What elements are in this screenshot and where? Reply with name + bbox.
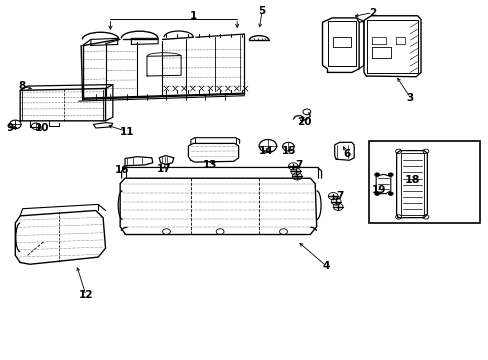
Text: 8: 8: [19, 81, 26, 91]
Text: 5: 5: [258, 6, 265, 17]
Bar: [368, 140, 479, 223]
Text: 16: 16: [114, 165, 129, 175]
Text: 6: 6: [343, 149, 350, 159]
Text: 20: 20: [296, 117, 310, 127]
Text: 11: 11: [120, 127, 135, 136]
Text: 17: 17: [157, 164, 171, 174]
Text: 10: 10: [35, 123, 49, 133]
Text: 13: 13: [203, 160, 217, 170]
Text: 4: 4: [322, 261, 329, 271]
Text: 3: 3: [406, 93, 413, 103]
Text: 7: 7: [336, 191, 343, 201]
Text: 12: 12: [79, 291, 93, 301]
Text: 15: 15: [282, 145, 296, 156]
Text: 7: 7: [295, 160, 302, 170]
Text: 9: 9: [7, 123, 14, 133]
Circle shape: [387, 192, 392, 195]
Circle shape: [387, 173, 392, 176]
Text: 14: 14: [259, 145, 273, 156]
Text: 18: 18: [404, 175, 420, 185]
Text: 1: 1: [189, 11, 197, 21]
Circle shape: [374, 173, 379, 176]
Circle shape: [374, 192, 379, 195]
Text: 2: 2: [368, 8, 376, 18]
Text: 19: 19: [371, 185, 385, 195]
